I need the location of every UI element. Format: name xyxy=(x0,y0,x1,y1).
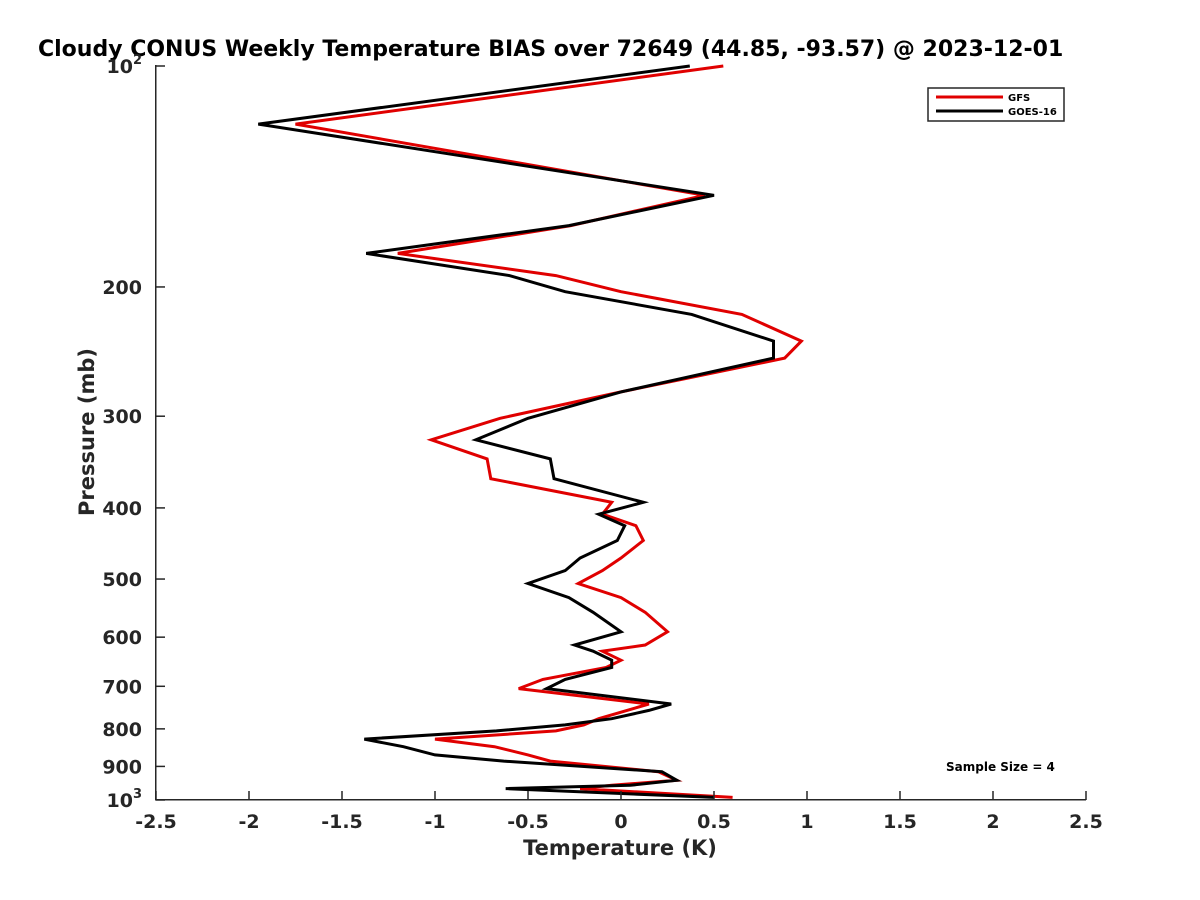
x-axis-label: Temperature (K) xyxy=(523,836,717,860)
y-axis-ticks: 102 200 300 400 500 600 700 800 900 103 xyxy=(102,53,165,812)
y-axis-label: Pressure (mb) xyxy=(75,348,99,516)
plot-frame-left xyxy=(155,65,157,800)
x-tick-label: 2.5 xyxy=(1069,811,1103,833)
y-tick-label: 400 xyxy=(102,498,142,520)
x-tick-label: 1 xyxy=(800,811,813,833)
series-line-goes-16 xyxy=(258,64,775,799)
y-tick-label: 200 xyxy=(102,277,142,299)
x-tick-label: -2.5 xyxy=(135,811,177,833)
y-tick-label: 700 xyxy=(102,676,142,698)
x-tick-label: 0.5 xyxy=(697,811,731,833)
y-tick-label: 102 xyxy=(107,53,143,78)
x-tick-label: 2 xyxy=(986,811,999,833)
series-line-gfs xyxy=(295,64,804,799)
legend-box xyxy=(927,87,1065,122)
x-tick-label: 1.5 xyxy=(883,811,917,833)
y-tick-label: 300 xyxy=(102,406,142,428)
y-tick-label: 103 xyxy=(107,787,143,812)
x-tick-label: 0 xyxy=(614,811,627,833)
y-tick-label: 800 xyxy=(102,719,142,741)
sample-size-annotation: Sample Size = 4 xyxy=(946,760,1055,774)
y-tick-label: 500 xyxy=(102,569,142,591)
x-axis-ticks: -2.5 -2 -1.5 -1 -0.5 0 0.5 1 1.5 2 2.5 xyxy=(135,791,1103,833)
x-tick-label: -1.5 xyxy=(321,811,363,833)
x-tick-label: -2 xyxy=(238,811,259,833)
chart-title: Cloudy CONUS Weekly Temperature BIAS ove… xyxy=(38,37,1063,62)
legend-label: GFS xyxy=(1008,93,1030,104)
legend: GFS GOES-16 xyxy=(927,87,1065,122)
y-tick-label: 600 xyxy=(102,627,142,649)
series-layer xyxy=(258,64,804,799)
y-tick-label: 900 xyxy=(102,756,142,778)
x-tick-label: -0.5 xyxy=(507,811,549,833)
x-tick-label: -1 xyxy=(424,811,445,833)
legend-label: GOES-16 xyxy=(1008,107,1057,118)
